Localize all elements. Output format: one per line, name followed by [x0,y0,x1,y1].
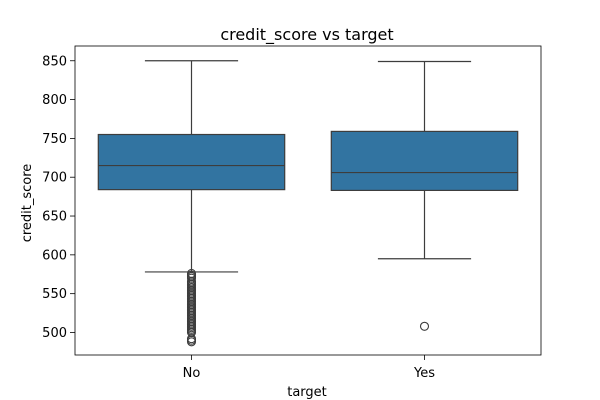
y-axis-label: credit_score [20,164,35,243]
x-axis: No Yes [183,355,435,381]
x-tick-label: No [183,366,201,381]
y-tick-label: 800 [42,93,67,108]
plot-frame [74,45,542,356]
y-tick-label: 550 [42,287,67,302]
y-tick-label: 600 [42,248,67,263]
plot-area [97,60,519,347]
y-tick-label: 850 [42,54,67,69]
outlier-point [419,321,430,331]
y-tick-label: 750 [42,132,67,147]
y-tick-label: 650 [42,210,67,225]
y-tick-label: 500 [42,326,67,341]
y-axis: 500 550 600 650 700 750 800 850 [42,54,75,341]
x-tick-label: Yes [413,366,435,381]
box-group-yes [330,60,519,331]
y-tick-label: 700 [42,171,67,186]
x-axis-label: target [287,385,327,400]
outlier-point [186,337,197,347]
box-group-no [97,60,286,347]
iqr-box [97,133,286,191]
chart-title: credit_score vs target [220,25,393,45]
iqr-box [330,130,519,192]
